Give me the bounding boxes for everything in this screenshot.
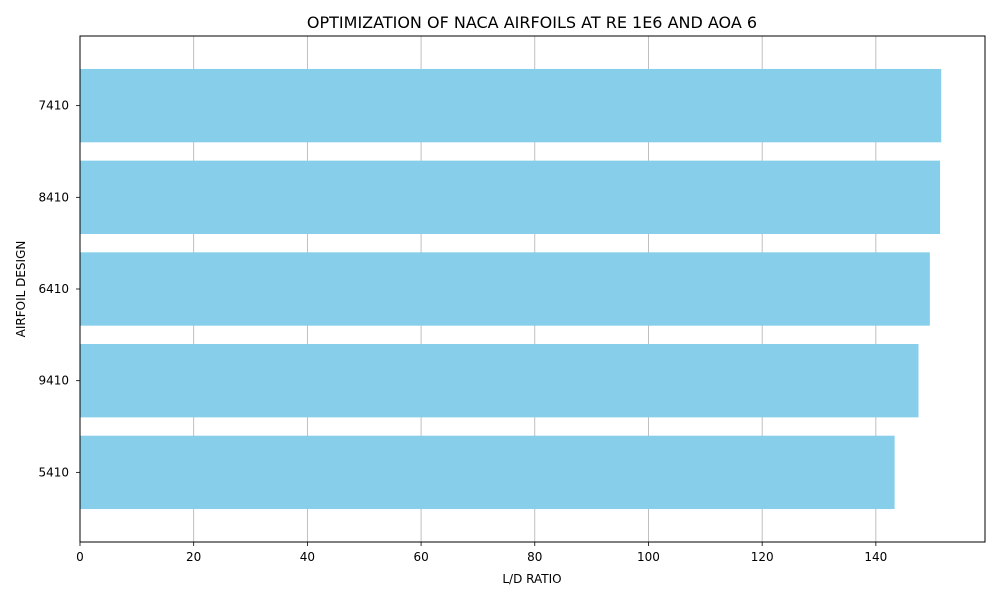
bar-8410 [80,160,941,234]
x-tick-label: 0 [76,550,84,564]
bars [80,68,942,510]
bar-6410 [80,252,930,326]
y-axis-label: AIRFOIL DESIGN [14,241,28,338]
y-ticks: 7410 8410 6410 9410 5410 [38,99,80,479]
x-tick-label: 140 [864,550,887,564]
x-tick-label: 60 [413,550,428,564]
x-tick-label: 40 [300,550,315,564]
bar-5410 [80,435,895,510]
y-tick-label: 5410 [38,465,69,479]
x-tick-label: 20 [186,550,201,564]
chart-title: OPTIMIZATION OF NACA AIRFOILS AT RE 1E6 … [307,13,757,32]
x-tick-label: 100 [637,550,660,564]
x-ticks: 0 20 40 60 80 100 120 140 [76,542,887,564]
bar-7410 [80,68,942,143]
y-tick-label: 9410 [38,374,69,388]
y-tick-label: 7410 [38,99,69,113]
x-tick-label: 120 [751,550,774,564]
x-tick-label: 80 [527,550,542,564]
y-tick-label: 6410 [38,282,69,296]
y-tick-label: 8410 [38,190,69,204]
bar-9410 [80,344,919,418]
x-axis-label: L/D RATIO [502,572,561,586]
